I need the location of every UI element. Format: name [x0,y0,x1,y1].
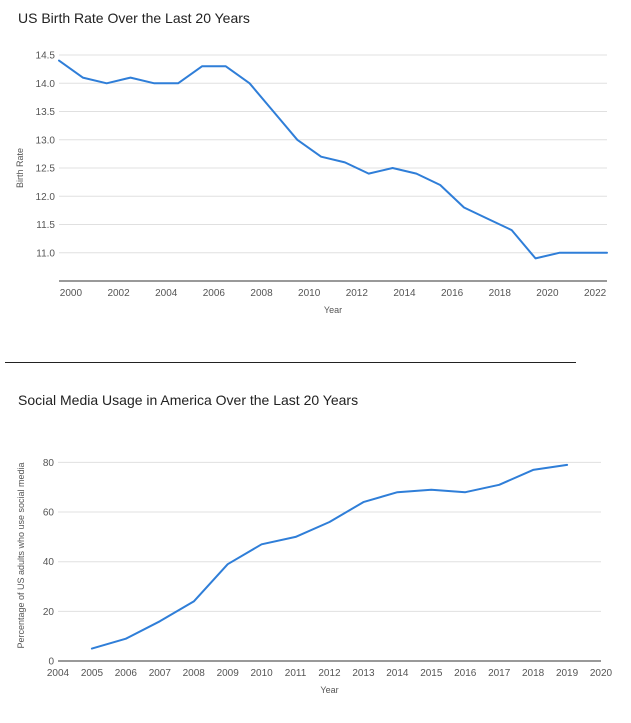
y-tick-label: 60 [43,508,55,519]
series-line [90,463,569,650]
x-tick-label: 2014 [386,668,409,679]
series-line [58,59,608,260]
x-tick-label: 2015 [420,668,443,679]
birth-rate-chart: US Birth Rate Over the Last 20 Years 11.… [0,0,631,340]
x-tick-label: 2006 [115,668,138,679]
x-tick-label: 2004 [47,668,70,679]
x-tick-label: 2017 [488,668,511,679]
x-tick-label: 2018 [489,288,512,299]
x-tick-label: 2005 [81,668,104,679]
x-axis-label: Year [324,305,342,315]
y-tick-label: 20 [43,607,55,618]
x-tick-label: 2016 [441,288,464,299]
y-tick-label: 0 [48,657,54,668]
y-tick-label: 14.0 [36,79,56,90]
x-tick-label: 2004 [155,288,178,299]
x-tick-label: 2008 [250,288,273,299]
x-tick-label: 2016 [454,668,477,679]
x-tick-label: 2008 [183,668,206,679]
x-tick-label: 2013 [352,668,375,679]
x-tick-label: 2012 [346,288,369,299]
x-axis-label: Year [320,685,338,695]
x-tick-label: 2002 [107,288,130,299]
x-tick-label: 2006 [203,288,226,299]
y-tick-label: 13.5 [36,107,56,118]
y-tick-label: 11.5 [36,220,55,231]
y-tick-label: 13.0 [36,135,56,146]
divider [5,362,576,363]
x-tick-label: 2010 [251,668,274,679]
x-tick-label: 2019 [556,668,579,679]
chart-title: US Birth Rate Over the Last 20 Years [18,10,250,26]
x-tick-label: 2011 [285,668,307,679]
x-tick-label: 2014 [393,288,416,299]
x-tick-label: 2020 [536,288,559,299]
y-axis-label: Percentage of US adults who use social m… [16,462,26,648]
x-tick-label: 2010 [298,288,321,299]
x-tick-label: 2007 [149,668,172,679]
y-tick-label: 14.5 [36,51,56,62]
y-axis-label: Birth Rate [15,148,25,188]
x-tick-label: 2012 [318,668,341,679]
x-tick-label: 2018 [522,668,545,679]
chart-title: Social Media Usage in America Over the L… [18,392,359,408]
social-media-chart: Social Media Usage in America Over the L… [0,378,631,723]
y-tick-label: 80 [43,458,55,469]
birth-rate-plot: 11.0 11.5 12.0 12.5 13.0 13.5 14.0 14.5 2000 2002… [15,51,608,315]
x-tick-label: 2020 [590,668,613,679]
y-tick-label: 12.0 [36,192,56,203]
social-media-plot: 0 20 40 60 80 2004 2005 2006 2007 2008 2009 2010 201… [16,458,613,695]
y-tick-label: 11.0 [36,248,55,259]
x-tick-label: 2000 [60,288,83,299]
y-tick-label: 40 [43,557,55,568]
x-tick-label: 2022 [584,288,607,299]
y-tick-label: 12.5 [36,164,56,175]
x-tick-label: 2009 [217,668,240,679]
